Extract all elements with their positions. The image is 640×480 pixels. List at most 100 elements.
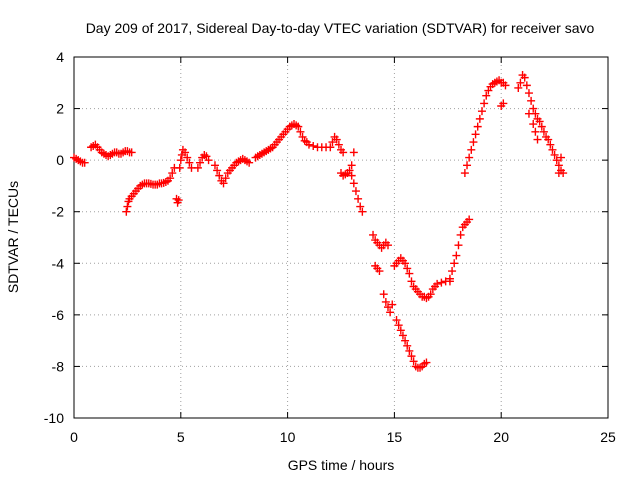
data-point <box>347 171 356 180</box>
data-point <box>433 279 442 288</box>
data-point <box>396 326 405 335</box>
data-point <box>245 158 254 167</box>
data-point <box>529 120 538 129</box>
x-tick-label: 5 <box>177 429 185 445</box>
y-tick-label: -4 <box>52 255 65 271</box>
y-tick-label: 4 <box>56 49 64 65</box>
data-point <box>467 145 476 154</box>
y-tick-labels: -10 -8 -6 -4 -2 0 2 4 <box>44 49 64 426</box>
data-point <box>175 163 184 172</box>
data-point <box>204 156 213 165</box>
x-tick-label: 0 <box>70 429 78 445</box>
data-point <box>471 130 480 139</box>
data-point <box>535 117 544 126</box>
data-point <box>196 158 205 167</box>
y-axis-label: SDTVAR / TECUs <box>5 181 21 293</box>
data-point <box>383 303 392 312</box>
data-point <box>533 135 542 144</box>
data-point <box>548 145 557 154</box>
x-tick-label: 20 <box>493 429 509 445</box>
data-point <box>219 179 228 188</box>
plot-frame <box>73 56 609 419</box>
data-point <box>328 138 337 147</box>
data-point <box>401 259 410 268</box>
data-point <box>181 148 190 157</box>
y-tick-label: -2 <box>52 204 65 220</box>
x-tick-label: 25 <box>600 429 616 445</box>
data-point <box>465 153 474 162</box>
data-point <box>552 156 561 165</box>
data-point <box>516 78 525 87</box>
data-point <box>539 127 548 136</box>
data-point <box>354 194 363 203</box>
data-point <box>557 153 566 162</box>
data-point <box>482 91 491 100</box>
grid <box>74 57 608 418</box>
y-tick-label: -10 <box>44 410 64 426</box>
data-point <box>221 174 230 183</box>
data-point <box>294 122 303 131</box>
data-point <box>527 96 536 105</box>
data-point <box>514 83 523 92</box>
data-point <box>122 207 131 216</box>
data-point <box>168 169 177 178</box>
data-point <box>456 230 465 239</box>
data-point <box>524 89 533 98</box>
data-point <box>176 156 185 165</box>
data-point <box>520 73 529 82</box>
data-point <box>127 148 136 157</box>
data-point <box>460 169 469 178</box>
data-point <box>403 341 412 350</box>
data-point <box>383 241 392 250</box>
data-point <box>524 109 533 118</box>
data-point <box>334 140 343 149</box>
data-point <box>309 141 318 150</box>
x-tick-labels: 0 5 10 15 20 25 <box>70 429 616 445</box>
data-point <box>554 169 563 178</box>
data-point <box>450 259 459 268</box>
x-axis-label: GPS time / hours <box>288 457 395 473</box>
data-point <box>554 161 563 170</box>
data-point <box>480 99 489 108</box>
y-tick-label: -6 <box>52 307 65 323</box>
axis-ticks <box>73 56 609 419</box>
data-point <box>501 81 510 90</box>
data-point <box>379 290 388 299</box>
data-point <box>544 135 553 144</box>
data-point <box>465 215 474 224</box>
data-point <box>386 308 395 317</box>
data-point <box>213 166 222 175</box>
data-point <box>375 267 384 276</box>
data-point <box>210 161 219 170</box>
data-point <box>445 274 454 283</box>
data-point <box>469 138 478 147</box>
data-point <box>80 158 89 167</box>
data-point <box>403 264 412 273</box>
data-point <box>463 161 472 170</box>
data-point <box>529 104 538 113</box>
data-point <box>401 336 410 345</box>
data-point <box>349 148 358 157</box>
data-point <box>347 161 356 170</box>
y-tick-label: -8 <box>52 358 65 374</box>
data-series <box>70 71 568 372</box>
data-point <box>358 207 367 216</box>
data-point <box>477 107 486 116</box>
data-point <box>123 202 132 211</box>
data-point <box>345 166 354 175</box>
data-point <box>349 179 358 188</box>
data-point <box>388 300 397 309</box>
data-point <box>452 251 461 260</box>
data-point <box>550 150 559 159</box>
data-point <box>437 278 446 287</box>
data-point <box>546 140 555 149</box>
data-point <box>407 352 416 361</box>
data-point <box>215 171 224 180</box>
data-point <box>537 122 546 131</box>
data-point <box>407 277 416 286</box>
data-point <box>326 143 335 152</box>
x-tick-label: 10 <box>280 429 296 445</box>
data-point <box>193 163 202 172</box>
data-point <box>185 158 194 167</box>
